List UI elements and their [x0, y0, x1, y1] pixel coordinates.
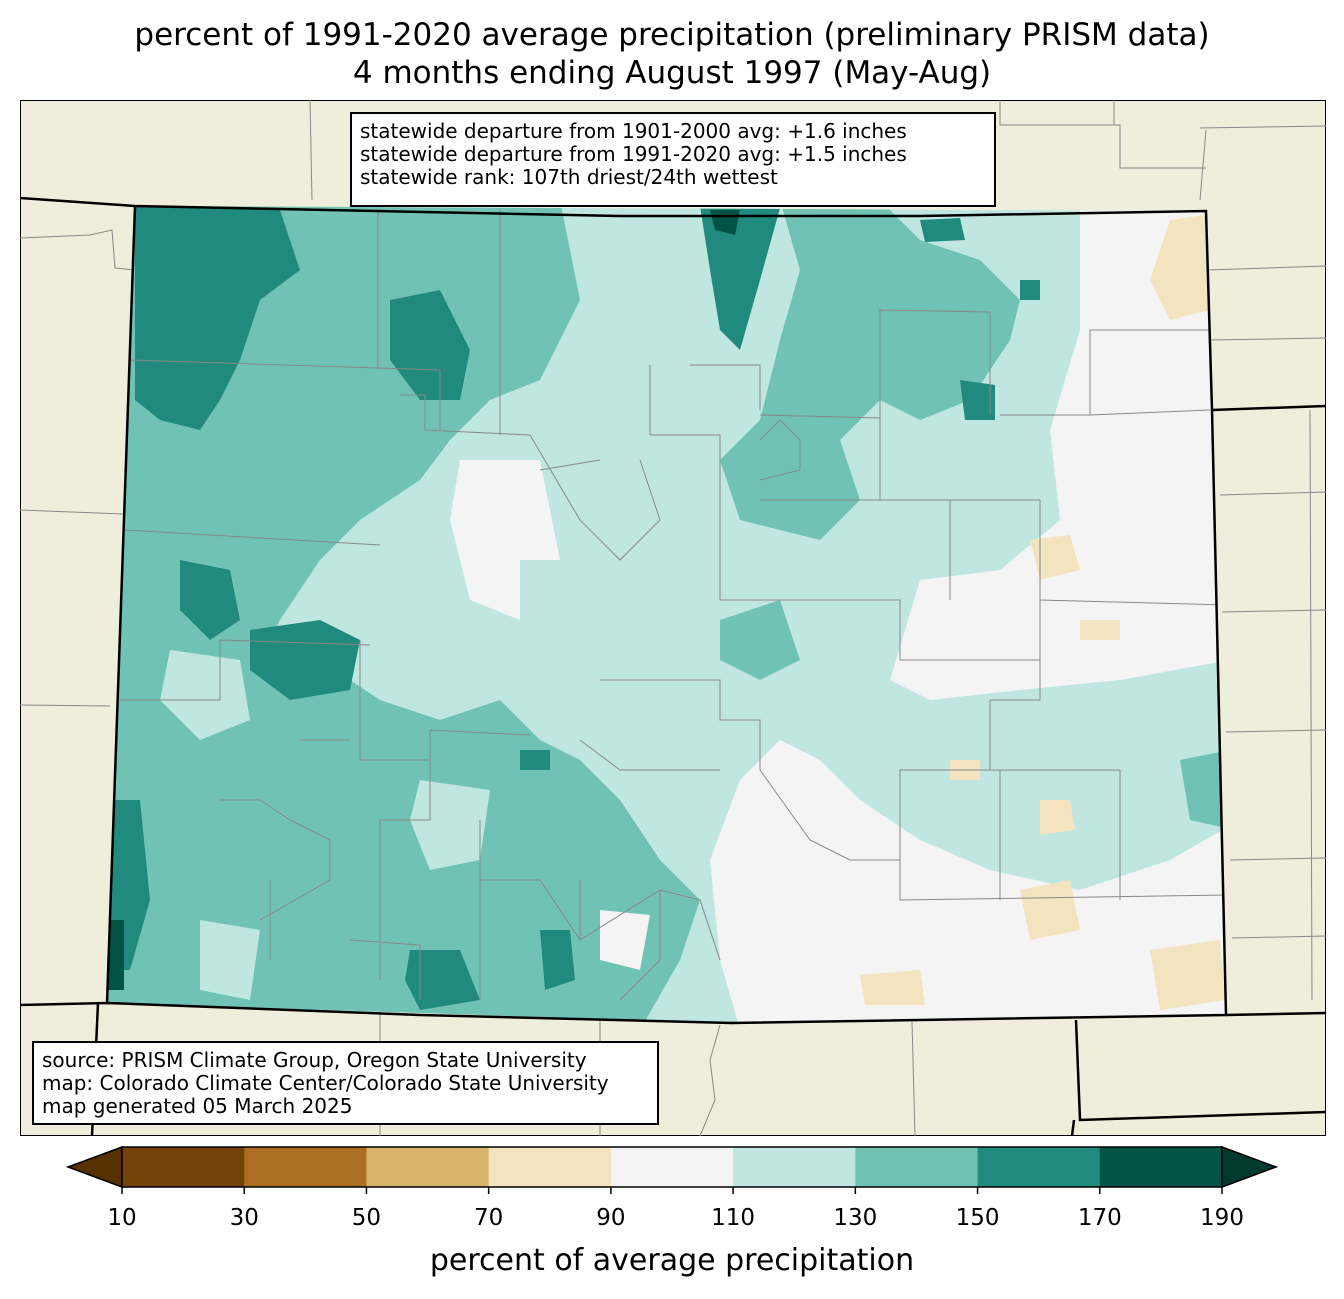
map-title-line1: percent of 1991-2020 average precipitati…	[134, 17, 1210, 53]
source-line: source: PRISM Climate Group, Oregon Stat…	[42, 1048, 587, 1072]
generated-date-line: map generated 05 March 2025	[42, 1094, 353, 1118]
colorbar-tick-label: 190	[1200, 1205, 1244, 1231]
precip-field	[107, 206, 1226, 1023]
map-credit-line: map: Colorado Climate Center/Colorado St…	[42, 1071, 609, 1095]
colorbar-bins	[121, 1146, 1223, 1188]
colorbar-bin-10-30	[122, 1147, 245, 1187]
colorbar	[65, 1145, 1279, 1194]
colorbar-tick-label: 130	[833, 1205, 878, 1231]
colorbar-tick-label: 30	[229, 1205, 259, 1231]
map-title-line2: 4 months ending August 1997 (May-Aug)	[352, 55, 992, 91]
colorbar-bin-170-190	[1099, 1147, 1223, 1187]
colorbar-tick-label: 170	[1077, 1205, 1122, 1231]
stats-line-1991-2020: statewide departure from 1991-2020 avg: …	[360, 142, 907, 166]
colorbar-tick-label: 90	[596, 1205, 626, 1231]
colorbar-bin-90-110	[610, 1147, 734, 1187]
colorbar-bin-130-150	[855, 1147, 979, 1187]
colorbar-tick-label: 110	[711, 1205, 756, 1231]
precipitation-map	[20, 100, 1326, 1136]
colorbar-tick-label: 10	[107, 1205, 137, 1231]
statewide-stats-box: statewide departure from 1901-2000 avg: …	[350, 112, 996, 207]
colorbar-tick-label: 150	[955, 1205, 1000, 1231]
state-boundaries	[20, 196, 1326, 1136]
colorbar-tick-label: 70	[474, 1205, 504, 1231]
colorbar-bin-50-70	[366, 1147, 490, 1187]
colorbar-bin-150-170	[977, 1147, 1101, 1187]
colorbar-bin-110-130	[733, 1147, 856, 1187]
colorbar-label: percent of average precipitation	[429, 1243, 915, 1278]
stats-line-1901-2000: statewide departure from 1901-2000 avg: …	[360, 119, 907, 143]
colorbar-tick-label: 50	[351, 1205, 382, 1231]
stats-line-rank: statewide rank: 107th driest/24th wettes…	[360, 165, 778, 189]
colorbar-over-arrow	[1221, 1145, 1279, 1189]
colorbar-tick-marks	[121, 1187, 1223, 1194]
colorado-county-lines	[120, 210, 1226, 1001]
colorbar-under-arrow	[65, 1145, 123, 1189]
colorbar-bin-70-90	[488, 1147, 612, 1187]
colorbar-bin-30-50	[244, 1147, 367, 1187]
source-box: source: PRISM Climate Group, Oregon Stat…	[32, 1041, 659, 1125]
